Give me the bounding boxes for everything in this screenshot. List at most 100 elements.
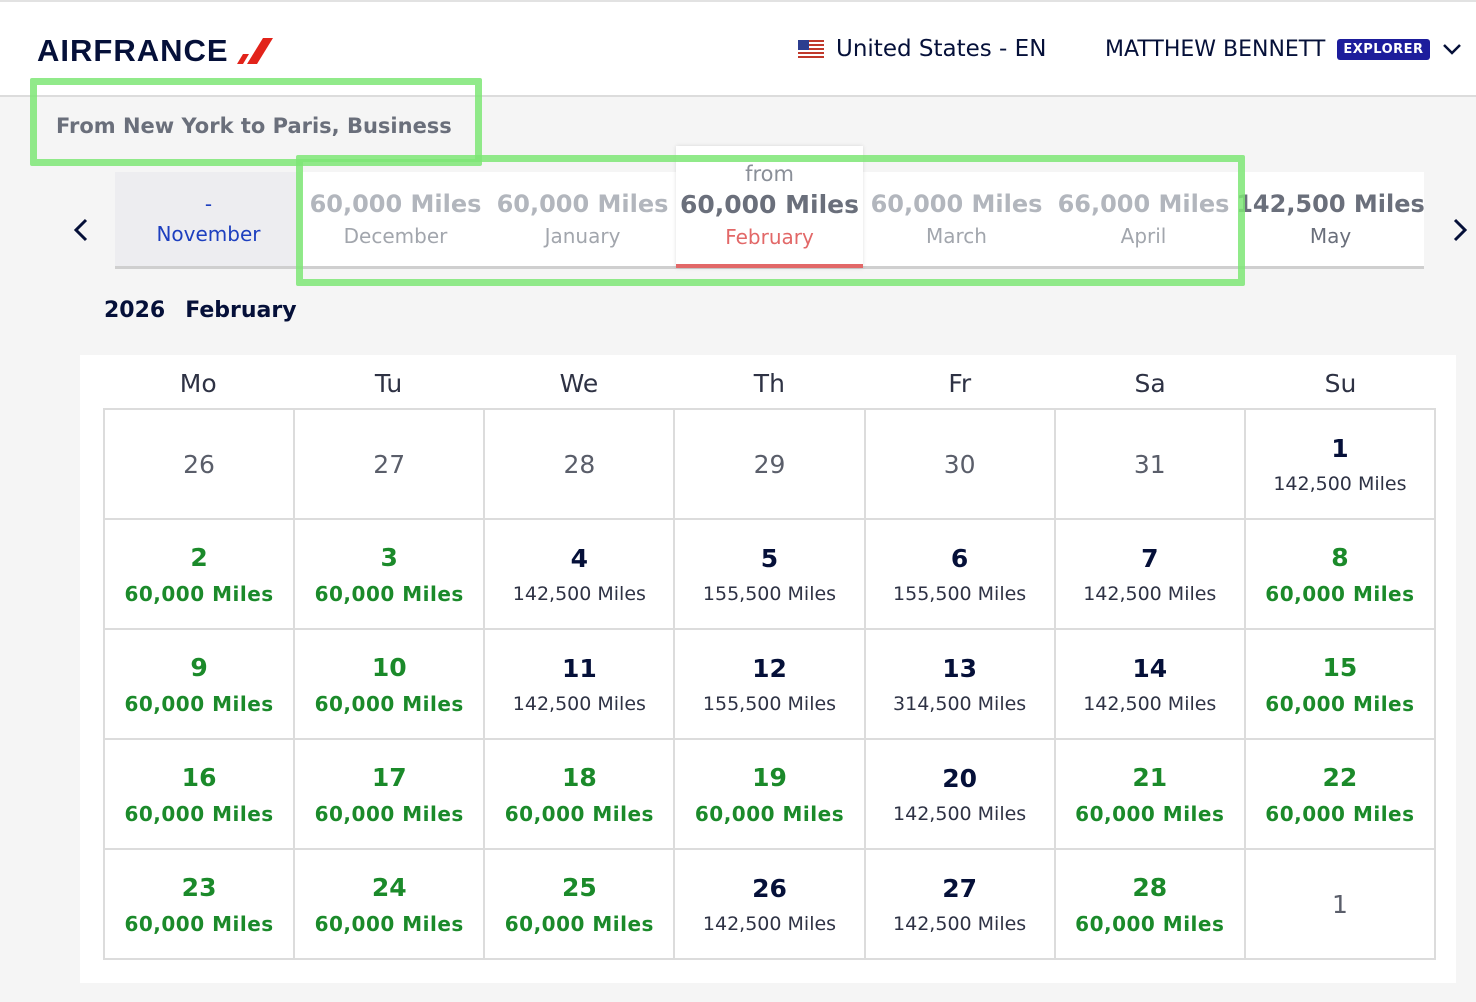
calendar-day-cell[interactable]: 24 60,000 Miles <box>295 850 486 960</box>
day-number: 3 <box>380 542 398 572</box>
chevron-down-icon <box>1442 44 1461 55</box>
day-number: 27 <box>942 873 978 903</box>
route-summary: From New York to Paris, Business <box>56 114 452 138</box>
day-price: 60,000 Miles <box>314 581 464 606</box>
month-tab-december[interactable]: 60,000 Miles December <box>302 172 489 266</box>
day-number: 14 <box>1132 653 1168 683</box>
day-number: 30 <box>943 449 976 479</box>
calendar-day-cell[interactable]: 1 142,500 Miles <box>1245 410 1436 520</box>
day-number: 6 <box>950 543 969 573</box>
day-number: 21 <box>1132 762 1168 792</box>
locale-label: United States - EN <box>836 36 1047 62</box>
day-number: 7 <box>1141 543 1159 573</box>
prev-month-arrow[interactable] <box>66 210 96 250</box>
weekday-label: Fr <box>948 369 972 398</box>
day-price: 142,500 Miles <box>893 802 1027 825</box>
us-flag-icon <box>798 40 824 58</box>
day-price: 155,500 Miles <box>702 582 837 605</box>
fare-calendar: Mo Tu We Th Fr Sa Su 26 27 28 29 30 31 1 142,50… <box>80 355 1456 983</box>
calendar-day-cell[interactable]: 8 60,000 Miles <box>1245 520 1436 630</box>
day-price: 142,500 Miles <box>1273 472 1407 495</box>
calendar-day-cell[interactable]: 20 142,500 Miles <box>865 740 1056 850</box>
day-price: 142,500 Miles <box>702 912 837 935</box>
day-number: 23 <box>181 872 217 902</box>
calendar-day-cell[interactable]: 19 60,000 Miles <box>675 740 866 850</box>
calendar-day-cell[interactable]: 4 142,500 Miles <box>485 520 676 630</box>
calendar-day-cell[interactable]: 13 314,500 Miles <box>865 630 1056 740</box>
day-number: 4 <box>570 543 589 573</box>
calendar-day-cell[interactable]: 25 60,000 Miles <box>485 850 676 960</box>
calendar-day-cell[interactable]: 5 155,500 Miles <box>675 520 866 630</box>
month-tab-april[interactable]: 66,000 Miles April <box>1050 172 1237 266</box>
weekday-label: Sa <box>1134 369 1166 398</box>
month-price: 66,000 Miles <box>1057 190 1230 218</box>
month-name: December <box>343 224 448 248</box>
calendar-day-cell[interactable]: 11 142,500 Miles <box>485 630 676 740</box>
day-number: 13 <box>942 653 978 683</box>
month-tab-may[interactable]: 142,500 Miles May <box>1236 172 1425 266</box>
locale-selector[interactable]: United States - EN <box>798 34 1046 64</box>
weekday-header: Mo Tu We Th Fr Sa Su <box>103 369 1436 398</box>
day-price: 60,000 Miles <box>124 911 274 936</box>
user-menu[interactable]: MATTHEW BENNETT EXPLORER <box>1105 34 1462 64</box>
calendar-day-cell[interactable]: 6 155,500 Miles <box>865 520 1056 630</box>
month-price: 142,500 Miles <box>1236 190 1425 218</box>
calendar-day-cell[interactable]: 14 142,500 Miles <box>1055 630 1246 740</box>
day-number: 1 <box>1331 433 1349 463</box>
day-grid: 26 27 28 29 30 31 1 142,500 Miles 2 60,000 Miles 3… <box>103 408 1436 960</box>
airfrance-logo[interactable]: AIRFRANCE <box>37 33 273 68</box>
weekday-label: We <box>559 369 599 398</box>
day-price: 155,500 Miles <box>893 582 1027 605</box>
month-tab-march[interactable]: 60,000 Miles March <box>863 172 1050 266</box>
calendar-day-cell[interactable]: 12 155,500 Miles <box>675 630 866 740</box>
month-strip: - November 60,000 Miles December 60,000 … <box>115 146 1425 269</box>
day-price: 60,000 Miles <box>314 911 464 936</box>
month-name: April <box>1120 224 1167 248</box>
day-number: 15 <box>1322 652 1358 682</box>
day-number: 11 <box>561 653 597 683</box>
day-number: 26 <box>752 873 787 903</box>
day-number: 8 <box>1331 542 1349 572</box>
month-tab-february[interactable]: from 60,000 Miles February <box>676 146 863 268</box>
calendar-day-cell[interactable]: 28 60,000 Miles <box>1055 850 1246 960</box>
month-price: - <box>204 192 213 216</box>
month-price: 60,000 Miles <box>496 190 669 218</box>
day-number: 5 <box>760 543 779 573</box>
calendar-day-cell[interactable]: 2 60,000 Miles <box>105 520 296 630</box>
calendar-day-cell[interactable]: 26 142,500 Miles <box>675 850 866 960</box>
day-price: 142,500 Miles <box>1083 582 1217 605</box>
day-number: 27 <box>373 449 406 479</box>
day-price: 60,000 Miles <box>504 801 654 826</box>
calendar-day-cell[interactable]: 9 60,000 Miles <box>105 630 296 740</box>
calendar-day-cell[interactable]: 10 60,000 Miles <box>295 630 486 740</box>
calendar-day-cell[interactable]: 22 60,000 Miles <box>1245 740 1436 850</box>
day-price: 60,000 Miles <box>1075 801 1225 826</box>
chevron-left-icon <box>73 218 88 242</box>
month-tab-january[interactable]: 60,000 Miles January <box>489 172 676 266</box>
calendar-day-cell: 1 <box>1245 850 1436 960</box>
calendar-day-cell[interactable]: 15 60,000 Miles <box>1245 630 1436 740</box>
calendar-day-cell: 26 <box>105 410 296 520</box>
month-tab-november[interactable]: - November <box>115 172 302 266</box>
membership-badge: EXPLORER <box>1337 38 1430 60</box>
user-name: MATTHEW BENNETT <box>1105 36 1326 62</box>
calendar-day-cell[interactable]: 18 60,000 Miles <box>485 740 676 850</box>
calendar-day-cell[interactable]: 21 60,000 Miles <box>1055 740 1246 850</box>
day-price: 142,500 Miles <box>512 692 646 715</box>
calendar-day-cell[interactable]: 7 142,500 Miles <box>1055 520 1246 630</box>
weekday-label: Th <box>753 369 785 398</box>
calendar-day-cell[interactable]: 16 60,000 Miles <box>105 740 296 850</box>
day-number: 16 <box>181 762 217 792</box>
calendar-day-cell: 30 <box>865 410 1056 520</box>
calendar-year: 2026 <box>104 298 166 323</box>
calendar-day-cell[interactable]: 27 142,500 Miles <box>865 850 1056 960</box>
day-number: 26 <box>183 449 215 479</box>
month-name: May <box>1309 224 1352 248</box>
day-number: 24 <box>371 872 407 902</box>
calendar-day-cell[interactable]: 3 60,000 Miles <box>295 520 486 630</box>
next-month-arrow[interactable] <box>1445 210 1475 250</box>
calendar-day-cell: 27 <box>295 410 486 520</box>
calendar-day-cell[interactable]: 23 60,000 Miles <box>105 850 296 960</box>
day-number: 31 <box>1133 449 1166 479</box>
calendar-day-cell[interactable]: 17 60,000 Miles <box>295 740 486 850</box>
